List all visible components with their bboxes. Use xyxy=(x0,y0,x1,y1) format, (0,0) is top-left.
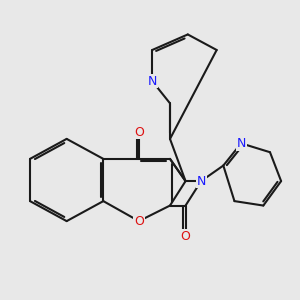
Text: N: N xyxy=(236,137,246,150)
Text: O: O xyxy=(134,214,144,228)
Text: O: O xyxy=(181,230,190,243)
Text: N: N xyxy=(148,75,157,88)
Text: N: N xyxy=(196,175,206,188)
Text: O: O xyxy=(134,126,144,139)
